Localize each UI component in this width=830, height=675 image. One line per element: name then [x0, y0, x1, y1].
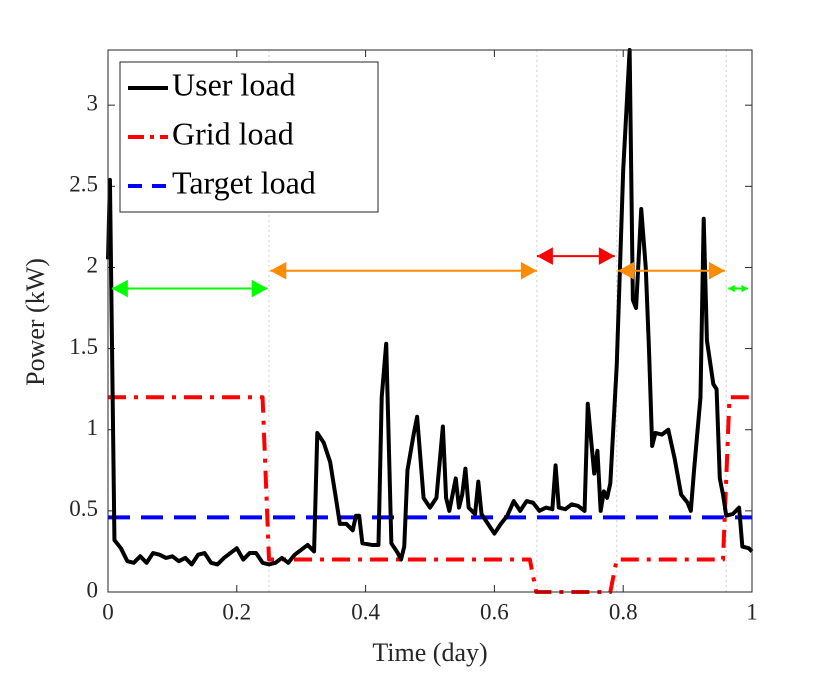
y-tick-label: 1.5: [69, 334, 98, 359]
x-tick-label: 0.2: [222, 599, 251, 624]
arrow-head: [520, 261, 537, 280]
arrow-head: [618, 261, 635, 280]
y-tick-label: 3: [87, 90, 99, 115]
arrow-head: [251, 279, 268, 298]
x-tick-label: 0.8: [609, 599, 638, 624]
x-tick-label: 0.4: [351, 599, 380, 624]
y-axis-label: Power (kW): [21, 258, 50, 386]
x-axis-label: Time (day): [372, 638, 487, 667]
arrow-head: [536, 247, 553, 265]
legend-label: User load: [172, 66, 296, 102]
legend-label: Target load: [172, 164, 316, 200]
x-tick-label: 0.6: [480, 599, 509, 624]
y-tick-label: 0.5: [69, 496, 98, 521]
x-tick-label: 1: [746, 599, 758, 624]
x-tick-label: 0: [102, 599, 114, 624]
y-tick-label: 1: [87, 415, 99, 440]
arrow-head: [741, 284, 749, 293]
arrow-head: [111, 279, 128, 298]
legend-label: Grid load: [172, 115, 294, 151]
y-tick-label: 2.5: [69, 172, 98, 197]
arrow-head: [708, 261, 725, 280]
arrow-head: [728, 284, 735, 293]
series-line: [106, 48, 754, 567]
axes-box: [107, 49, 753, 593]
arrow-head: [598, 247, 615, 265]
series-line: [108, 395, 752, 594]
y-tick-label: 2: [87, 253, 99, 278]
arrow-head: [270, 261, 287, 280]
y-tick-label: 0: [87, 577, 99, 602]
